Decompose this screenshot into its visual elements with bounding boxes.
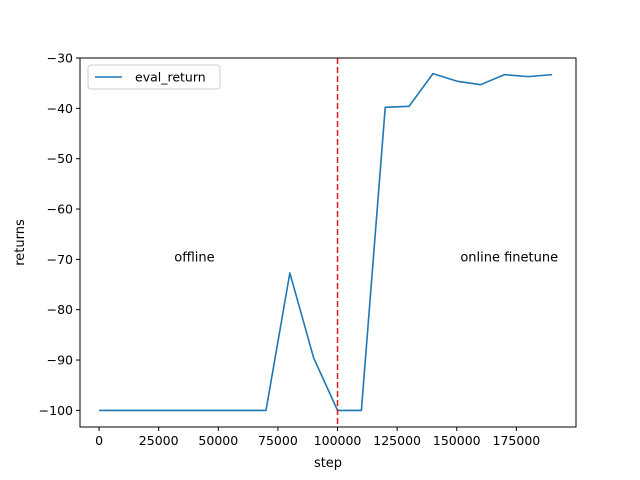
x-tick-label: 125000 xyxy=(373,433,421,448)
y-tick-label: −70 xyxy=(47,252,73,267)
y-tick-label: −30 xyxy=(47,51,73,66)
x-axis: 0 25000 50000 75000 100000 125000 150000 175000 xyxy=(95,427,540,448)
x-tick-label: 175000 xyxy=(493,433,541,448)
legend: eval_return xyxy=(87,64,221,90)
x-tick-label: 50000 xyxy=(198,433,238,448)
y-tick-label: −80 xyxy=(47,302,73,317)
y-tick-label: −90 xyxy=(47,353,73,368)
y-tick-label: −50 xyxy=(47,151,73,166)
y-tick-label: −40 xyxy=(47,101,73,116)
legend-label-eval-return: eval_return xyxy=(135,70,206,85)
x-tick-label: 100000 xyxy=(314,433,362,448)
x-tick-label: 75000 xyxy=(258,433,298,448)
annotation-online-finetune: online finetune xyxy=(460,250,558,265)
x-tick-label: 0 xyxy=(95,433,103,448)
y-axis: −100 −90 −80 −70 −60 −50 −40 −30 xyxy=(39,51,80,418)
x-tick-label: 150000 xyxy=(433,433,481,448)
x-tick-label: 25000 xyxy=(139,433,179,448)
plot-area xyxy=(99,58,553,427)
y-axis-label: returns xyxy=(13,219,28,266)
y-tick-label: −60 xyxy=(47,202,73,217)
legend-box xyxy=(87,64,221,90)
x-axis-label: step xyxy=(314,456,342,471)
annotation-offline: offline xyxy=(174,250,214,265)
y-tick-label: −100 xyxy=(39,403,73,418)
axes-frame xyxy=(79,57,577,428)
series-line-eval-return xyxy=(99,72,553,412)
